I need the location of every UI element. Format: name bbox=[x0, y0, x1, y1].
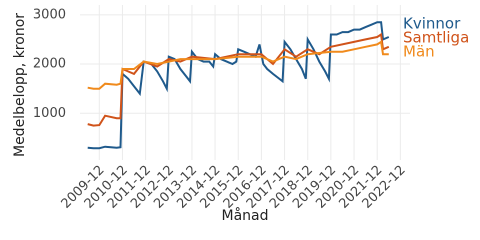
x-axis-label: Månad bbox=[222, 207, 269, 224]
y-tick-label: 3000 bbox=[33, 7, 66, 22]
y-tick-label: 2000 bbox=[33, 57, 66, 72]
legend-label: Män bbox=[403, 43, 435, 61]
line bbox=[87, 40, 389, 90]
y-tick-label: 1000 bbox=[33, 106, 66, 121]
line bbox=[87, 32, 390, 127]
line bbox=[87, 21, 390, 150]
y-axis-label: Medelbelopp, kronor bbox=[12, 13, 28, 157]
legend-label: Samtliga bbox=[403, 29, 469, 47]
legend-label: Kvinnor bbox=[403, 15, 461, 33]
